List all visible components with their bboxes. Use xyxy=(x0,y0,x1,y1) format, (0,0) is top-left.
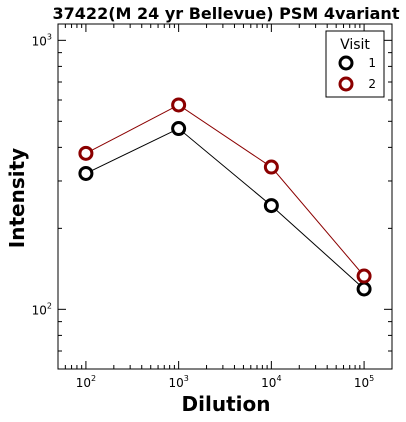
data-point xyxy=(171,121,187,137)
data-point xyxy=(356,281,372,297)
legend-title: Visit xyxy=(340,37,370,53)
x-tick-label: 105 xyxy=(354,374,374,390)
legend-marker xyxy=(338,55,354,71)
data-point xyxy=(263,159,279,175)
chart-title: 37422(M 24 yr Bellevue) PSM 4variant xyxy=(53,4,400,23)
y-axis-label: Intensity xyxy=(5,148,29,248)
series-line-1 xyxy=(85,127,365,290)
x-tick-label: 103 xyxy=(168,374,188,390)
data-point xyxy=(263,198,279,214)
x-tick-label: 104 xyxy=(261,374,281,390)
legend: Visit 1 2 xyxy=(325,30,385,98)
legend-label: 2 xyxy=(368,77,376,91)
plot-area xyxy=(57,23,393,370)
data-point xyxy=(78,145,94,161)
x-axis-label: Dilution xyxy=(182,392,271,416)
x-tick-label: 102 xyxy=(76,374,96,390)
legend-label: 1 xyxy=(368,56,376,70)
y-tick-label: 103 xyxy=(32,32,52,48)
axis-ticks: 102 103 104 105 102 103 xyxy=(32,24,392,390)
legend-box xyxy=(325,30,385,98)
data-point xyxy=(171,97,187,113)
series-layer xyxy=(78,97,372,297)
data-point xyxy=(78,165,94,181)
data-point xyxy=(356,268,372,284)
series-line-2 xyxy=(85,104,365,277)
legend-marker xyxy=(338,76,354,92)
y-tick-label: 102 xyxy=(32,301,52,317)
plot-border xyxy=(57,23,393,370)
